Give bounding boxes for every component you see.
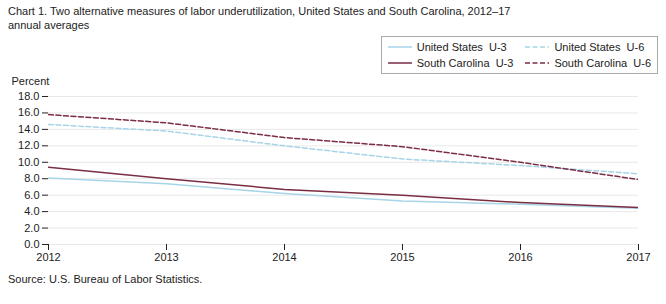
svg-text:8.0: 8.0: [24, 172, 39, 184]
html-text:South Carolina U-6: South Carolina U-6: [554, 57, 651, 69]
html-text:Source: U.S. Bureau of Labor S: Source: U.S. Bureau of Labor Statistics.: [8, 273, 203, 285]
svg-text:2012: 2012: [36, 251, 60, 263]
svg-text:2013: 2013: [154, 251, 178, 263]
svg-text:18.0: 18.0: [18, 90, 39, 102]
html-text:United States U-6: United States U-6: [554, 41, 645, 53]
svg-text:0.0: 0.0: [24, 238, 39, 250]
svg-text:16.0: 16.0: [18, 106, 39, 118]
svg-text:6.0: 6.0: [24, 189, 39, 201]
svg-text:14.0: 14.0: [18, 123, 39, 135]
svg-text:4.0: 4.0: [24, 205, 39, 217]
svg-text:2017: 2017: [626, 251, 650, 263]
svg-text:2014: 2014: [272, 251, 296, 263]
svg-text:2016: 2016: [508, 251, 532, 263]
html-text:South Carolina U-3: South Carolina U-3: [416, 57, 514, 69]
html-text:annual averages: annual averages: [8, 19, 90, 31]
html-text:United States U-3: United States U-3: [416, 41, 507, 53]
svg-text:2.0: 2.0: [24, 222, 39, 234]
svg-text:10.0: 10.0: [18, 156, 39, 168]
svg-text:2015: 2015: [390, 251, 414, 263]
html-text:Chart 1. Two alternative measu: Chart 1. Two alternative measures of lab…: [8, 5, 511, 17]
svg-text:Percent: Percent: [12, 75, 50, 87]
svg-text:12.0: 12.0: [18, 139, 39, 151]
